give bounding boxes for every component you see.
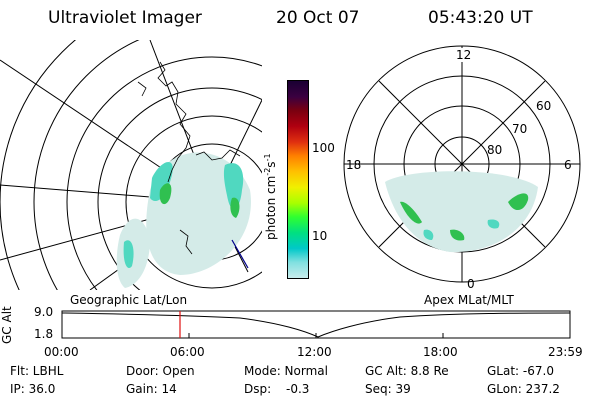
date-label: 20 Oct 07 xyxy=(276,8,360,28)
timeline-plot[interactable] xyxy=(60,309,572,341)
geographic-label: Geographic Lat/Lon xyxy=(70,293,188,307)
aurora-emission xyxy=(116,152,251,288)
door-status: Door: Open xyxy=(126,364,195,378)
ip-status: IP: 36.0 xyxy=(10,382,56,396)
filter-status: Flt: LBHL xyxy=(10,364,64,378)
glat-status: GLat: -67.0 xyxy=(487,364,554,378)
timeline-tick-1200: 12:00 xyxy=(297,345,332,359)
colorbar-tick-100: 100 xyxy=(312,141,335,155)
time-label: 05:43:20 UT xyxy=(428,8,533,28)
mode-status: Mode: Normal xyxy=(244,364,328,378)
colorbar xyxy=(287,80,309,279)
dsp-value: -0.3 xyxy=(286,382,310,396)
glon-status: GLon: 237.2 xyxy=(487,382,560,396)
mlt-label-12: 12 xyxy=(456,48,471,62)
geographic-map xyxy=(0,40,262,290)
timeline-tick-0600: 06:00 xyxy=(170,345,205,359)
aurora-oval xyxy=(385,171,538,253)
timeline-y-bottom: 1.8 xyxy=(34,327,54,341)
dsp-label: Dsp: xyxy=(244,382,272,396)
timeline-tick-0000: 00:00 xyxy=(44,345,79,359)
timeline-tick-2359: 23:59 xyxy=(548,345,583,359)
mlt-label-0: 0 xyxy=(467,277,475,291)
mlt-label-18: 18 xyxy=(346,158,361,172)
mlat-label-70: 70 xyxy=(512,122,527,136)
mlt-label-6: 6 xyxy=(564,158,572,172)
apex-map: 12 18 6 0 60 70 80 xyxy=(343,45,581,291)
timeline-y-top: 9.0 xyxy=(34,305,54,319)
gain-status: Gain: 14 xyxy=(126,382,177,396)
coastline xyxy=(137,61,241,255)
mlat-label-80: 80 xyxy=(487,143,502,157)
app-title: Ultraviolet Imager xyxy=(48,8,202,28)
gc-alt-status: GC Alt: 8.8 Re xyxy=(365,364,449,378)
mlat-label-60: 60 xyxy=(536,99,551,113)
seq-status: Seq: 39 xyxy=(365,382,411,396)
colorbar-tick-10: 10 xyxy=(312,229,328,243)
timeline-tick-1800: 18:00 xyxy=(423,345,458,359)
timeline-axis-label: GC Alt xyxy=(0,306,14,344)
colorbar-unit-label: photon cm-2s-1 xyxy=(263,153,278,240)
apex-label: Apex MLat/MLT xyxy=(424,293,514,307)
altitude-curve xyxy=(61,312,571,338)
